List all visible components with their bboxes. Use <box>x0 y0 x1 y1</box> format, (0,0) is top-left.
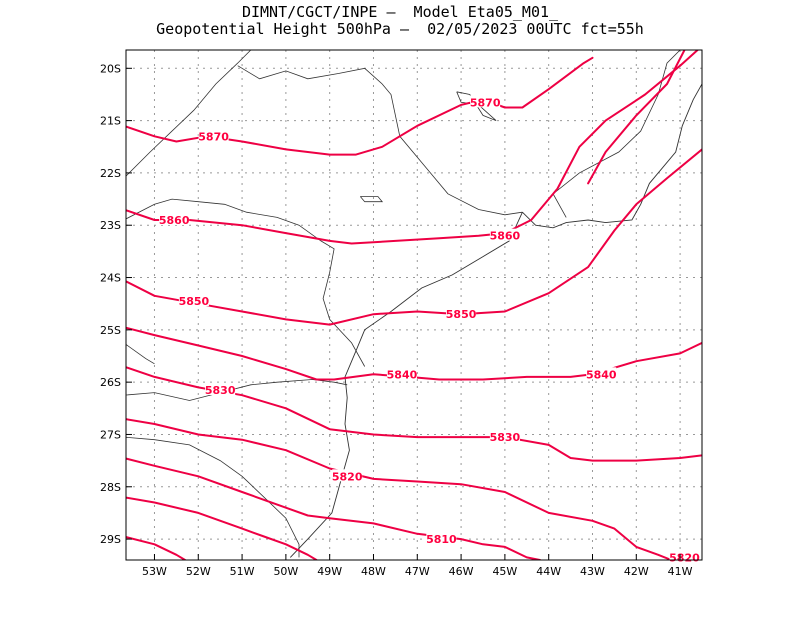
lon-tick-label: 51W <box>230 565 255 578</box>
contour-label-bg <box>586 367 617 380</box>
lat-tick-label: 27S <box>100 428 121 441</box>
lon-tick-label: 53W <box>142 565 167 578</box>
map-title: DIMNT/CGCT/INPE – Model Eta05_M01_ Geopo… <box>0 4 800 38</box>
lat-tick-label: 26S <box>100 376 121 389</box>
lat-tick-label: 23S <box>100 219 121 232</box>
contour-5810 <box>126 496 318 560</box>
contour-5850 <box>126 148 702 326</box>
state-border <box>126 198 366 367</box>
state-border <box>126 50 252 177</box>
state-border <box>552 50 681 218</box>
lon-tick-label: 49W <box>317 565 342 578</box>
contour-label-bg <box>159 213 190 225</box>
contour-5870 <box>126 56 594 156</box>
coast-line <box>289 212 523 558</box>
contour-label: 5860 <box>490 230 521 243</box>
contour-label-bg <box>489 430 520 443</box>
lat-tick-label: 24S <box>100 272 121 285</box>
contour-label: 5820 <box>332 470 363 483</box>
lat-tick-label: 22S <box>100 167 121 180</box>
contour-label: 5840 <box>387 368 418 381</box>
contour-label: 5840 <box>586 368 617 381</box>
map-frame <box>125 49 703 561</box>
contour-label: 5870 <box>470 96 501 109</box>
coast-line <box>522 83 702 229</box>
state-border <box>126 343 155 365</box>
lake-outline <box>359 196 384 203</box>
contour-label-bg <box>446 307 477 320</box>
contour-label: 5810 <box>426 533 457 546</box>
contour-label-bg <box>470 95 501 108</box>
contour-label-bg <box>489 228 520 241</box>
lon-tick-label: 50W <box>273 565 298 578</box>
title-line-1: DIMNT/CGCT/INPE – Model Eta05_M01_ <box>241 3 559 21</box>
lon-tick-label: 52W <box>186 565 211 578</box>
lon-tick-label: 44W <box>536 565 561 578</box>
lakes <box>359 91 497 203</box>
title-line-2: Geopotential Height 500hPa – 02/05/2023 … <box>156 20 644 38</box>
lat-tick-label: 21S <box>100 115 121 128</box>
contour-label: 5820 <box>669 551 700 564</box>
lon-tick-label: 45W <box>492 565 517 578</box>
grid-lines <box>126 50 702 560</box>
contour-label-bg <box>386 367 417 380</box>
contour-5820 <box>126 457 541 560</box>
contour-label-bg <box>198 129 229 142</box>
contour-5860 <box>126 50 699 245</box>
contour-label-bg <box>426 532 457 545</box>
lon-tick-label: 48W <box>361 565 386 578</box>
lon-tick-label: 46W <box>449 565 474 578</box>
lat-tick-label: 28S <box>100 481 121 494</box>
state-border <box>126 436 300 558</box>
map-background <box>126 50 702 560</box>
contour-label-bg <box>178 294 209 307</box>
contour-label-bg <box>205 383 236 395</box>
contour-label: 5850 <box>446 308 477 321</box>
axis-ticks: 53W 52W 51W 50W 49W 48W 47W 46W 45W 44W 43W 42W 41W 2… <box>100 62 693 578</box>
contour-label: 5850 <box>179 295 210 308</box>
lon-tick-label: 42W <box>624 565 649 578</box>
contour-label: 5860 <box>159 214 190 227</box>
contour-5820 <box>126 418 673 560</box>
lake-outline <box>456 91 497 121</box>
contour-label: 5830 <box>205 384 236 397</box>
lon-tick-label: 41W <box>668 565 693 578</box>
lon-tick-label: 43W <box>580 565 605 578</box>
state-borders <box>126 50 681 558</box>
contour-label-bg <box>332 469 363 482</box>
coastline <box>289 83 702 558</box>
state-border <box>237 65 523 216</box>
contour-5810 <box>126 536 187 560</box>
lon-tick-label: 47W <box>405 565 430 578</box>
lat-tick-label: 29S <box>100 533 121 546</box>
lat-tick-label: 25S <box>100 324 121 337</box>
contour-labels: 5870 5870 5860 5860 5850 5850 5840 5840 5830 5830… <box>159 95 700 564</box>
contour-label: 5830 <box>490 431 521 444</box>
lat-tick-label: 20S <box>100 62 121 75</box>
contour-label-bg <box>669 550 700 563</box>
contour-label: 5870 <box>198 130 229 143</box>
state-border <box>126 379 348 401</box>
